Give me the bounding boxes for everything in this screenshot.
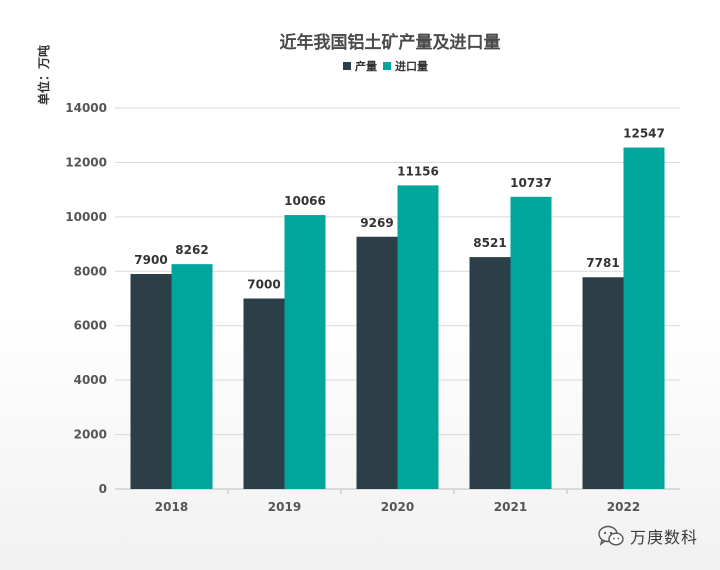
bar <box>284 215 326 489</box>
x-tick-label: 2018 <box>155 500 188 514</box>
legend: 产量 进口量 <box>343 59 428 73</box>
data-label: 7000 <box>247 278 280 292</box>
bar <box>243 298 285 489</box>
wechat-icon <box>598 525 624 546</box>
x-tick-label: 2021 <box>494 500 527 514</box>
bar <box>130 274 172 489</box>
legend-label: 进口量 <box>395 59 428 73</box>
bar <box>171 264 213 489</box>
x-axis: 2018 2019 2020 2021 2022 <box>155 489 640 514</box>
y-tick-label: 4000 <box>74 373 107 387</box>
watermark-text: 万庚数科 <box>629 528 698 547</box>
data-label: 10066 <box>284 194 326 208</box>
x-tick-label: 2020 <box>381 500 414 514</box>
y-tick-label: 0 <box>99 482 107 496</box>
x-tick-label: 2022 <box>607 500 640 514</box>
y-tick-label: 2000 <box>74 428 107 442</box>
y-tick-label: 8000 <box>74 264 107 278</box>
data-label: 7781 <box>586 256 619 270</box>
y-tick-label: 12000 <box>65 155 107 169</box>
bar <box>510 196 552 489</box>
y-tick-label: 10000 <box>65 210 107 224</box>
data-label: 7900 <box>134 253 167 267</box>
bar <box>623 147 665 489</box>
data-label: 12547 <box>623 127 665 141</box>
bar <box>582 277 624 489</box>
y-axis: 0 2000 4000 6000 8000 10000 12000 14000 <box>65 101 107 496</box>
watermark: 万庚数科 <box>598 524 698 548</box>
y-tick-label: 14000 <box>65 101 107 115</box>
bar <box>397 185 439 489</box>
data-labels: 7900 8262 7000 10066 9269 11156 8521 10737 7781 1… <box>134 127 665 292</box>
legend-label: 产量 <box>355 59 377 73</box>
legend-swatch <box>343 62 351 70</box>
legend-swatch <box>383 62 391 70</box>
data-label: 10737 <box>510 176 552 190</box>
data-label: 8262 <box>175 243 208 257</box>
x-tick-label: 2019 <box>268 500 301 514</box>
data-label: 11156 <box>397 164 439 178</box>
data-label: 9269 <box>360 216 393 230</box>
chart-title: 近年我国铝土矿产量及进口量 <box>280 32 501 53</box>
data-label: 8521 <box>473 236 506 250</box>
bars <box>130 147 665 489</box>
bar <box>356 236 398 489</box>
unit-label: 单位：万吨 <box>36 45 51 105</box>
y-tick-label: 6000 <box>74 319 107 333</box>
bar <box>469 257 511 489</box>
